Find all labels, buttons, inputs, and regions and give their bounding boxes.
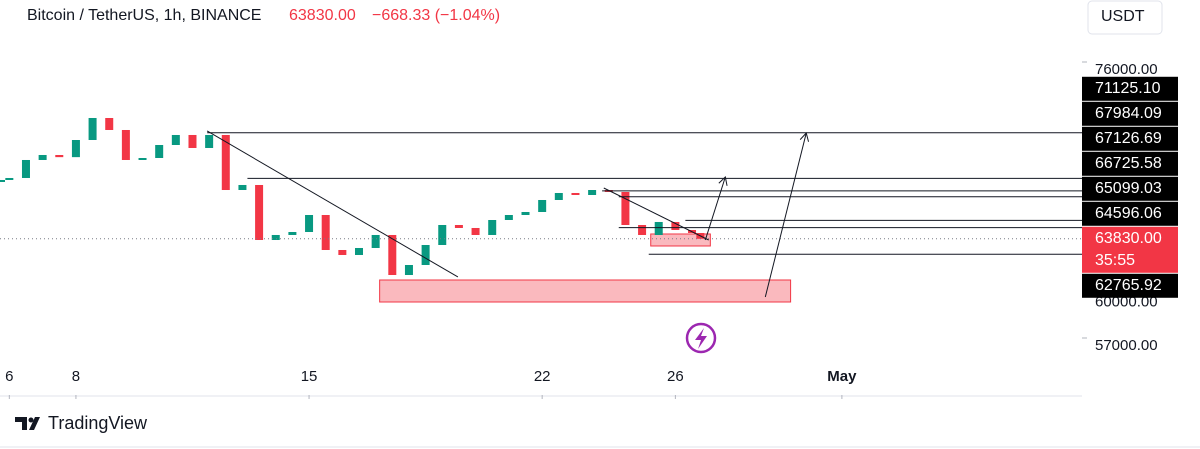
candle: [38, 154, 47, 160]
brand-mark: [15, 417, 40, 430]
candle: [654, 221, 663, 235]
level-label: 67984.09: [1095, 105, 1162, 122]
arrow: [704, 176, 726, 241]
candle: [538, 199, 547, 212]
zone: [650, 233, 711, 247]
candle: [355, 247, 364, 255]
zone: [379, 279, 792, 303]
candle: [5, 177, 14, 180]
current-price-label: 63830.00: [1095, 230, 1162, 247]
brand-dot: [28, 417, 34, 423]
candle: [271, 234, 280, 241]
level-label: 62765.92: [1095, 277, 1162, 294]
candle: [338, 249, 347, 255]
level-label-box: [1082, 76, 1178, 101]
candle: [571, 192, 580, 195]
candle: [288, 231, 297, 235]
trendline: [603, 187, 709, 241]
currency-label[interactable]: USDT: [1101, 8, 1145, 25]
chart-title: Bitcoin / TetherUS, 1h, BINANCE: [27, 7, 261, 24]
trendline: [206, 130, 459, 278]
level-label-box: [1082, 101, 1178, 126]
x-tick-label: 6: [5, 368, 13, 385]
brand-name: TradingView: [48, 413, 148, 433]
candle: [88, 117, 97, 141]
level-label-box: [1082, 151, 1178, 176]
candle: [421, 244, 430, 266]
candle: [55, 154, 64, 158]
candle: [438, 224, 447, 245]
x-tick-label: 22: [534, 368, 551, 385]
currency-button[interactable]: [1087, 0, 1163, 35]
level-label: 65099.03: [1095, 180, 1162, 197]
level-label-box: [1082, 201, 1178, 226]
level-label-box: [1082, 273, 1178, 298]
candle: [171, 134, 180, 145]
candle: [471, 227, 480, 235]
candle: [221, 134, 230, 191]
y-tick-label: 76000.00: [1095, 61, 1158, 78]
candle: [671, 221, 680, 230]
candle: [105, 117, 114, 130]
y-tick-label: 57000.00: [1095, 337, 1158, 354]
arrow-head: [799, 132, 810, 142]
event-icon[interactable]: [685, 322, 717, 354]
candle: [155, 144, 164, 158]
candle: [71, 140, 80, 158]
level-label: 66725.58: [1095, 155, 1162, 172]
x-tick-label: May: [827, 368, 857, 385]
candle: [504, 215, 513, 220]
candle: [138, 157, 147, 160]
last-price: 63830.00: [289, 7, 356, 24]
x-tick-label: 8: [72, 368, 80, 385]
candle: [305, 215, 314, 232]
candle: [638, 224, 647, 235]
candle: [454, 224, 463, 228]
candle: [21, 159, 30, 178]
candle: [321, 215, 330, 250]
candle: [188, 134, 197, 148]
level-label-box: [1082, 176, 1178, 201]
level-label: 64596.06: [1095, 205, 1162, 222]
candle: [388, 234, 397, 275]
candle: [255, 184, 264, 241]
candle: [588, 190, 597, 195]
candle: [238, 184, 247, 191]
candle: [554, 192, 563, 200]
price-change: −668.33 (−1.04%): [372, 7, 500, 24]
event-icon-bolt: [695, 328, 707, 349]
x-tick-label: 15: [301, 368, 318, 385]
level-label-box: [1082, 126, 1178, 151]
candle: [121, 129, 130, 160]
candle: [621, 191, 630, 225]
level-label: 67126.69: [1095, 130, 1162, 147]
candle: [404, 265, 413, 275]
arrow-head: [718, 176, 728, 186]
x-tick-label: 26: [667, 368, 684, 385]
current-price-box: [1082, 226, 1178, 273]
arrow: [764, 132, 807, 298]
candle: [0, 179, 5, 182]
brand-logo: [15, 417, 40, 430]
candle: [488, 219, 497, 235]
level-label: 71125.10: [1095, 80, 1161, 97]
candle: [205, 134, 214, 148]
candle: [521, 211, 530, 216]
countdown-label: 35:55: [1095, 252, 1135, 269]
candle: [371, 234, 380, 248]
